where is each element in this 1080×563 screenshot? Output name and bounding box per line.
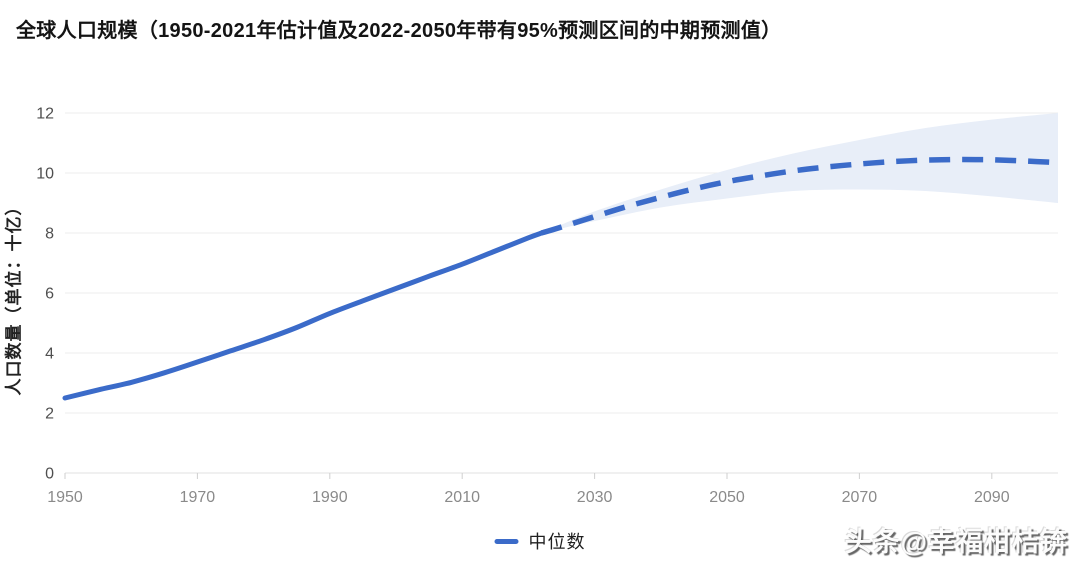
y-tick-label: 12 (36, 106, 54, 123)
x-tick-label: 1950 (47, 489, 83, 506)
x-tick-label: 2050 (709, 489, 745, 506)
chart-title: 全球人口规模（1950-2021年估计值及2022-2050年带有95%预测区间… (16, 20, 782, 42)
confidence-band (541, 113, 1058, 233)
y-tick-label: 10 (36, 166, 54, 183)
y-tick-label: 0 (45, 466, 54, 483)
x-tick-label: 2010 (444, 489, 480, 506)
legend: 中位数 (494, 528, 586, 554)
legend-median-dash-icon (494, 538, 519, 544)
y-tick-label: 6 (45, 286, 54, 303)
x-tick-labels: 1950 1970 1990 2010 2030 2050 2070 2090 (47, 473, 1010, 506)
forecast-median-line (540, 156, 1059, 236)
y-tick-labels: 0 2 4 6 8 10 12 (36, 106, 54, 483)
x-tick-label: 1990 (312, 489, 348, 506)
legend-median-label: 中位数 (528, 532, 586, 552)
watermark: 头条@幸福柑桔锛 (844, 527, 1068, 557)
x-tick-label: 1970 (180, 489, 216, 506)
x-tick-label: 2090 (974, 489, 1010, 506)
y-tick-label: 8 (45, 226, 54, 243)
estimate-line (62, 230, 545, 401)
x-tick-label: 2030 (577, 489, 613, 506)
y-tick-label: 4 (45, 346, 54, 363)
y-tick-label: 2 (45, 406, 54, 423)
x-tick-label: 2070 (842, 489, 878, 506)
gridlines (65, 112, 1058, 474)
